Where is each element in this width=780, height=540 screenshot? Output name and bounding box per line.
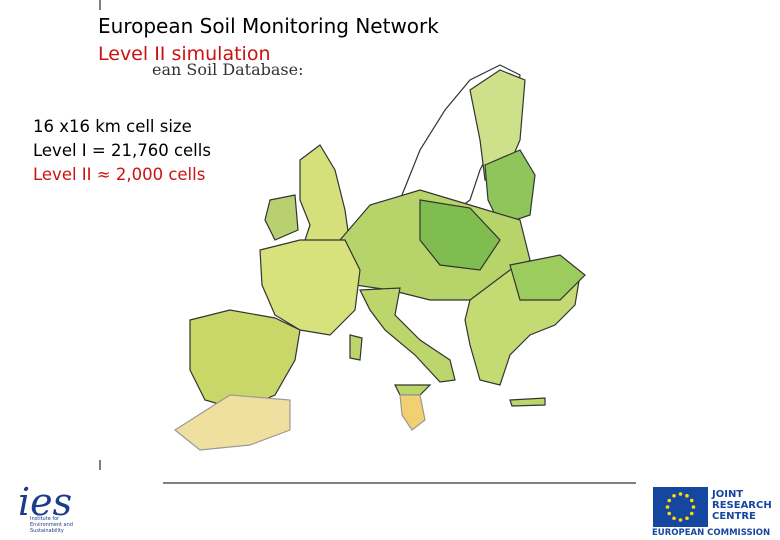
ies-caption: Institute for: [30, 516, 60, 522]
star: [678, 492, 683, 496]
star: [685, 493, 689, 498]
jrc-org: EUROPEAN COMMISSION: [652, 528, 770, 538]
jrc-name: CENTRE: [712, 511, 756, 522]
europe-map: [173, 64, 586, 451]
star: [689, 511, 694, 516]
title: European Soil Monitoring Network: [98, 14, 443, 38]
ies-caption: Environment and: [30, 522, 73, 528]
info-line: Level I = 21,760 cells: [33, 141, 211, 160]
star: [672, 516, 676, 521]
star: [667, 498, 672, 503]
jrc-name: RESEARCH: [712, 500, 772, 511]
ies-caption: Sustainability: [30, 528, 64, 534]
ies-mark: ies: [18, 480, 72, 524]
star: [672, 493, 676, 498]
star: [689, 498, 694, 503]
jrc-logo: JOINT RESEARCH CENTRE EUROPEAN COMMISSIO…: [652, 487, 772, 538]
info-line: Level II ≈ 2,000 cells: [33, 165, 206, 184]
star: [665, 505, 670, 509]
star: [685, 516, 689, 521]
star: [667, 511, 672, 516]
subtitle: Level II simulation: [98, 43, 271, 65]
eu-stars: [665, 492, 696, 522]
background-text: ean Soil Database:: [152, 60, 304, 79]
jrc-name: JOINT: [711, 489, 743, 500]
star: [691, 505, 696, 509]
star: [678, 518, 683, 522]
info-line: 16 x16 km cell size: [33, 117, 192, 136]
ies-logo: ies Institute for Environment and Sustai…: [18, 480, 73, 534]
